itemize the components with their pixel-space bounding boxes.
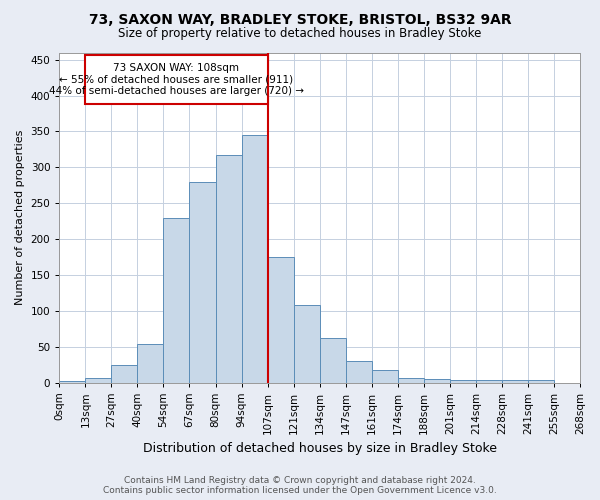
Bar [398,378,424,382]
Bar [85,378,112,382]
X-axis label: Distribution of detached houses by size in Bradley Stoke: Distribution of detached houses by size … [143,442,497,455]
Text: Size of property relative to detached houses in Bradley Stoke: Size of property relative to detached ho… [118,28,482,40]
Text: 73 SAXON WAY: 108sqm
← 55% of detached houses are smaller (911)
44% of semi-deta: 73 SAXON WAY: 108sqm ← 55% of detached h… [49,63,304,96]
Bar [450,380,476,382]
Bar [163,218,190,382]
Bar [372,370,398,382]
FancyBboxPatch shape [85,56,268,104]
Bar [268,257,293,382]
Text: 73, SAXON WAY, BRADLEY STOKE, BRISTOL, BS32 9AR: 73, SAXON WAY, BRADLEY STOKE, BRISTOL, B… [89,12,511,26]
Bar [293,305,320,382]
Bar [528,380,554,382]
Bar [346,361,372,382]
Bar [190,182,215,382]
Y-axis label: Number of detached properties: Number of detached properties [15,130,25,305]
Text: Contains HM Land Registry data © Crown copyright and database right 2024.
Contai: Contains HM Land Registry data © Crown c… [103,476,497,495]
Bar [137,344,163,383]
Bar [502,380,528,382]
Bar [320,338,346,382]
Bar [476,380,502,382]
Bar [242,135,268,382]
Bar [59,381,85,382]
Bar [215,155,242,382]
Bar [424,379,450,382]
Bar [112,366,137,382]
